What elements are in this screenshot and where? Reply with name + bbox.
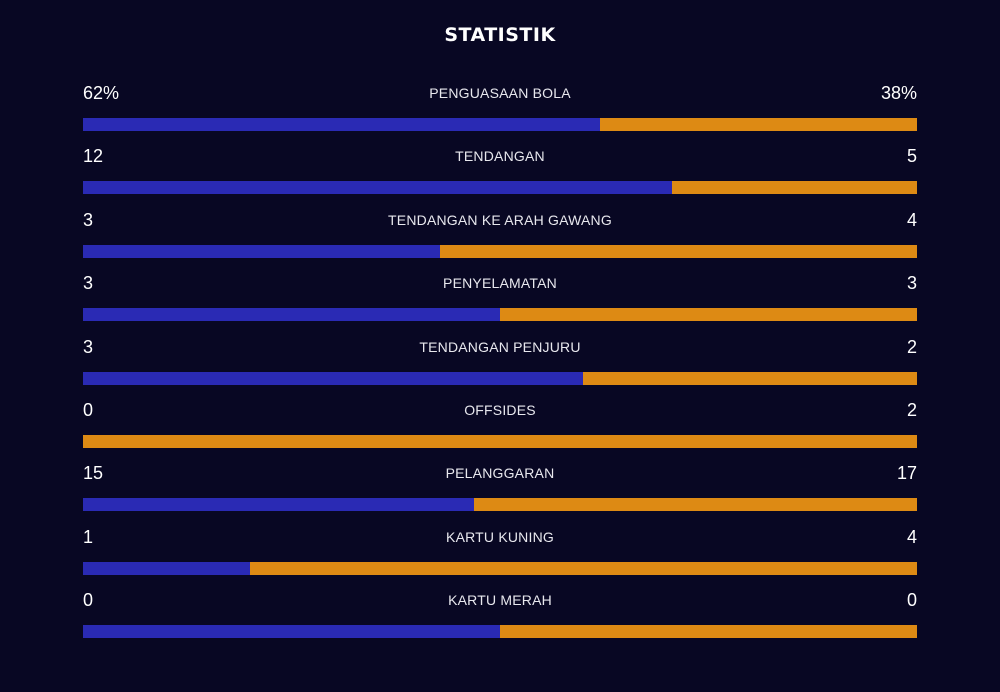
away-bar-segment (671, 181, 917, 195)
stat-row-head: 3 TENDANGAN KE ARAH GAWANG 4 (83, 207, 917, 234)
stat-row: 1 KARTU KUNING 4 (83, 524, 917, 587)
comparison-bar (83, 561, 917, 575)
away-value: 0 (906, 590, 917, 611)
stat-row-head: 15 PELANGGARAN 17 (83, 460, 917, 487)
stat-row: 0 OFFSIDES 2 (83, 397, 917, 460)
comparison-bar (83, 118, 917, 131)
stat-row-head: 3 PENYELAMATAN 3 (83, 270, 917, 297)
comparison-bar (83, 308, 917, 322)
home-value: 62% (83, 83, 120, 103)
home-bar-segment (83, 561, 250, 575)
comparison-bar (83, 498, 917, 512)
away-bar-segment (83, 434, 917, 448)
stat-label: OFFSIDES (464, 401, 536, 418)
stat-label: PENYELAMATAN (443, 275, 557, 292)
comparison-bar (83, 625, 917, 639)
stats-title: STATISTIK (444, 24, 556, 46)
stat-label: TENDANGAN KE ARAH GAWANG (388, 211, 612, 228)
comparison-bar (83, 371, 917, 385)
home-value: 15 (83, 463, 104, 484)
away-bar-segment (600, 118, 917, 131)
comparison-bar (83, 434, 917, 448)
stat-row: 3 TENDANGAN KE ARAH GAWANG 4 (83, 207, 917, 270)
away-value: 4 (906, 209, 917, 230)
stat-row-head: 0 OFFSIDES 2 (83, 397, 917, 424)
stat-row: 0 KARTU MERAH 0 (83, 587, 917, 650)
stat-label: KARTU MERAH (448, 592, 552, 609)
away-bar-segment (583, 371, 917, 385)
away-value: 2 (906, 336, 917, 357)
home-value: 0 (83, 590, 94, 611)
stat-row-head: 1 KARTU KUNING 4 (83, 524, 917, 551)
away-bar-segment (249, 561, 917, 575)
stat-label: TENDANGAN PENJURU (419, 338, 581, 355)
stat-row-head: 0 KARTU MERAH 0 (83, 587, 917, 614)
home-bar-segment (83, 371, 584, 385)
home-bar-segment (83, 118, 601, 131)
away-value: 5 (906, 146, 917, 167)
away-value: 17 (896, 463, 917, 484)
stat-row: 3 TENDANGAN PENJURU 2 (83, 334, 917, 397)
stat-label: PELANGGARAN (445, 465, 555, 482)
away-value: 2 (906, 399, 917, 420)
away-bar-segment (500, 308, 917, 322)
home-value: 3 (83, 273, 94, 294)
away-value: 38% (880, 83, 917, 103)
home-value: 3 (83, 209, 94, 230)
home-bar-segment (83, 308, 500, 322)
stat-row-head: 12 TENDANGAN 5 (83, 143, 917, 170)
stat-row: 3 PENYELAMATAN 3 (83, 270, 917, 333)
away-value: 3 (906, 273, 917, 294)
home-bar-segment (83, 625, 500, 639)
stat-row: 62% PENGUASAAN BOLA 38% (83, 80, 917, 143)
home-value: 3 (83, 336, 94, 357)
away-bar-segment (473, 498, 917, 512)
stat-row-head: 62% PENGUASAAN BOLA 38% (83, 80, 917, 107)
home-value: 0 (83, 399, 94, 420)
stats-list: 62% PENGUASAAN BOLA 38% 12 TENDANGAN 5 3 TENDAN… (83, 80, 917, 651)
stat-label: TENDANGAN (455, 148, 545, 165)
home-bar-segment (83, 498, 474, 512)
stat-row-head: 3 TENDANGAN PENJURU 2 (83, 334, 917, 361)
away-value: 4 (906, 526, 917, 547)
home-bar-segment (83, 181, 672, 195)
home-bar-segment (83, 244, 441, 258)
stat-row: 15 PELANGGARAN 17 (83, 460, 917, 523)
home-value: 1 (83, 526, 94, 547)
comparison-bar (83, 181, 917, 195)
away-bar-segment (500, 625, 917, 639)
home-value: 12 (83, 146, 104, 167)
stat-row: 12 TENDANGAN 5 (83, 143, 917, 206)
stat-label: PENGUASAAN BOLA (429, 85, 571, 101)
away-bar-segment (440, 244, 917, 258)
stat-label: KARTU KUNING (446, 528, 554, 545)
comparison-bar (83, 244, 917, 258)
